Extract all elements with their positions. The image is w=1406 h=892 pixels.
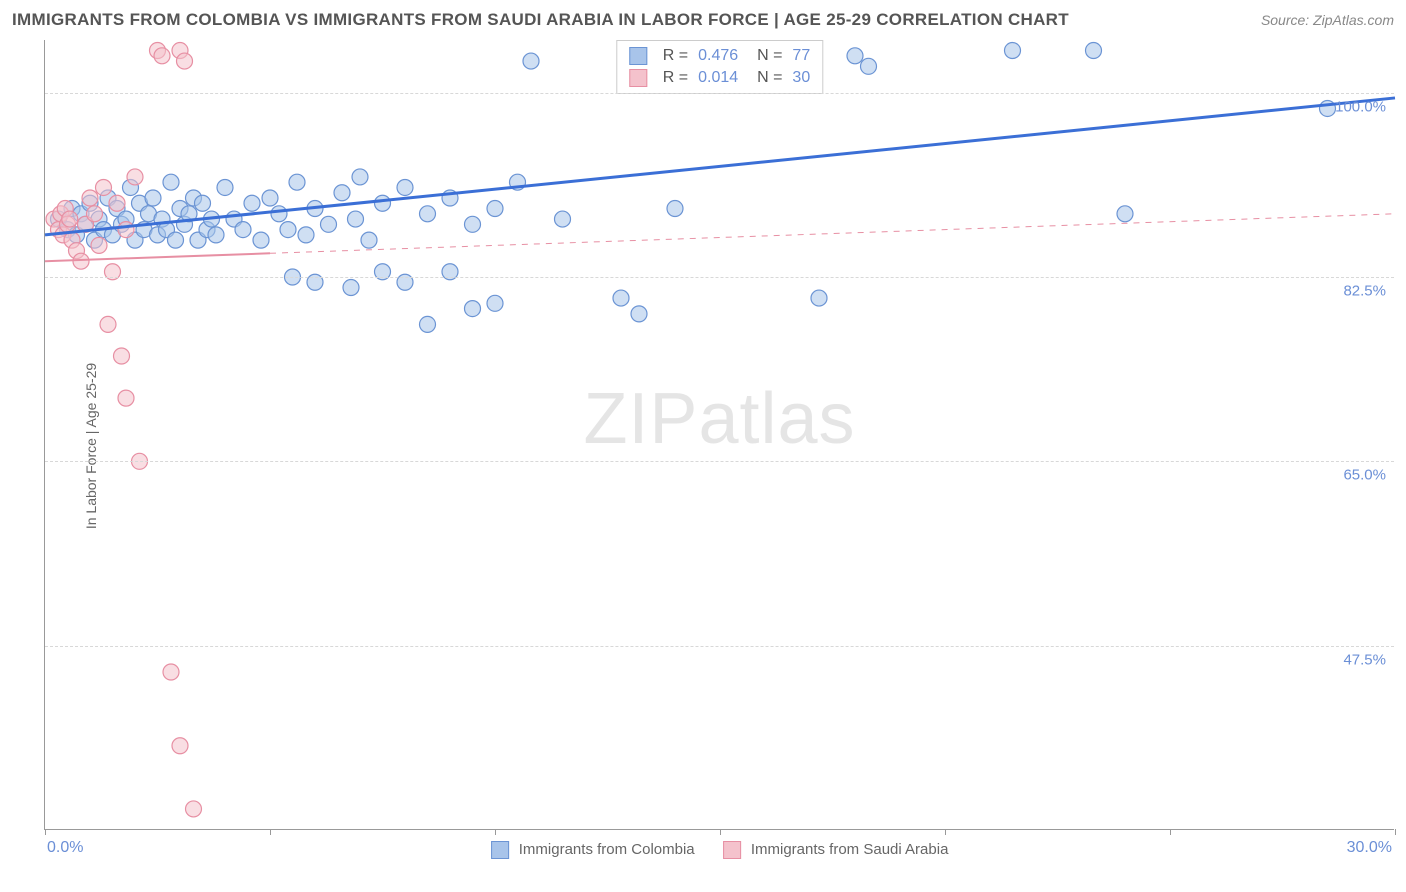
- swatch-saudi: [629, 69, 647, 87]
- trend-line: [45, 253, 270, 261]
- swatch-colombia-icon: [491, 841, 509, 859]
- x-tick-min: 0.0%: [47, 839, 83, 857]
- stats-legend: R =0.476 N =77 R =0.014 N =30: [616, 40, 823, 94]
- x-tick: [1170, 829, 1171, 835]
- x-tick: [45, 829, 46, 835]
- stats-row-colombia: R =0.476 N =77: [629, 45, 810, 67]
- stats-row-saudi: R =0.014 N =30: [629, 67, 810, 89]
- source-label: Source: ZipAtlas.com: [1261, 12, 1394, 28]
- gridline-h: [45, 93, 1394, 94]
- y-tick-label: 82.5%: [1343, 283, 1386, 300]
- trend-line-dashed: [270, 214, 1395, 254]
- x-tick: [720, 829, 721, 835]
- y-tick-label: 47.5%: [1343, 651, 1386, 668]
- legend-item-saudi: Immigrants from Saudi Arabia: [723, 841, 949, 859]
- plot-area: ZIPatlas R =0.476 N =77 R =0.014 N =30 4…: [44, 40, 1394, 830]
- x-tick: [495, 829, 496, 835]
- gridline-h: [45, 277, 1394, 278]
- swatch-saudi-icon: [723, 841, 741, 859]
- y-tick-label: 100.0%: [1335, 98, 1386, 115]
- gridline-h: [45, 461, 1394, 462]
- legend-item-colombia: Immigrants from Colombia: [491, 841, 695, 859]
- swatch-colombia: [629, 47, 647, 65]
- x-tick: [270, 829, 271, 835]
- gridline-h: [45, 646, 1394, 647]
- chart-title: IMMIGRANTS FROM COLOMBIA VS IMMIGRANTS F…: [12, 10, 1069, 30]
- trend-layer: [45, 40, 1394, 829]
- bottom-legend: Immigrants from Colombia Immigrants from…: [491, 841, 949, 859]
- y-tick-label: 65.0%: [1343, 467, 1386, 484]
- trend-line: [45, 98, 1395, 235]
- x-tick: [945, 829, 946, 835]
- x-tick: [1395, 829, 1396, 835]
- x-tick-max: 30.0%: [1347, 839, 1392, 857]
